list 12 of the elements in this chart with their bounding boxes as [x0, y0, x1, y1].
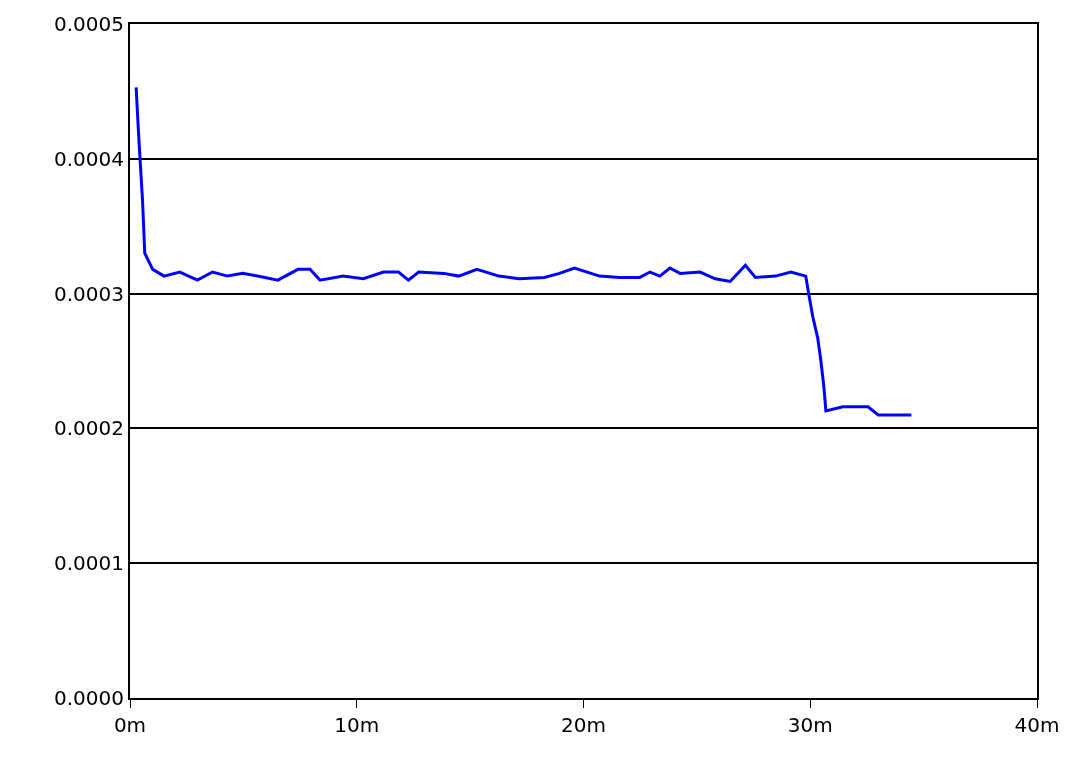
x-tick-label: 30m: [787, 713, 833, 737]
y-tick-label: 0.0001: [54, 551, 124, 576]
x-tick-label: 20m: [561, 713, 606, 737]
y-tick-label: 0.0004: [54, 146, 124, 171]
x-tick-label: 10m: [334, 713, 380, 737]
y-tick-label: 0.0002: [54, 416, 124, 441]
x-tick-label: 0m: [113, 713, 147, 737]
y-tick-label: 0.0000: [54, 686, 124, 710]
line-series: [134, 85, 913, 417]
y-tick-label: 0.0003: [54, 281, 124, 306]
y-tick-label: 0.0005: [54, 12, 124, 36]
x-tick-label: 40m: [1014, 713, 1060, 737]
